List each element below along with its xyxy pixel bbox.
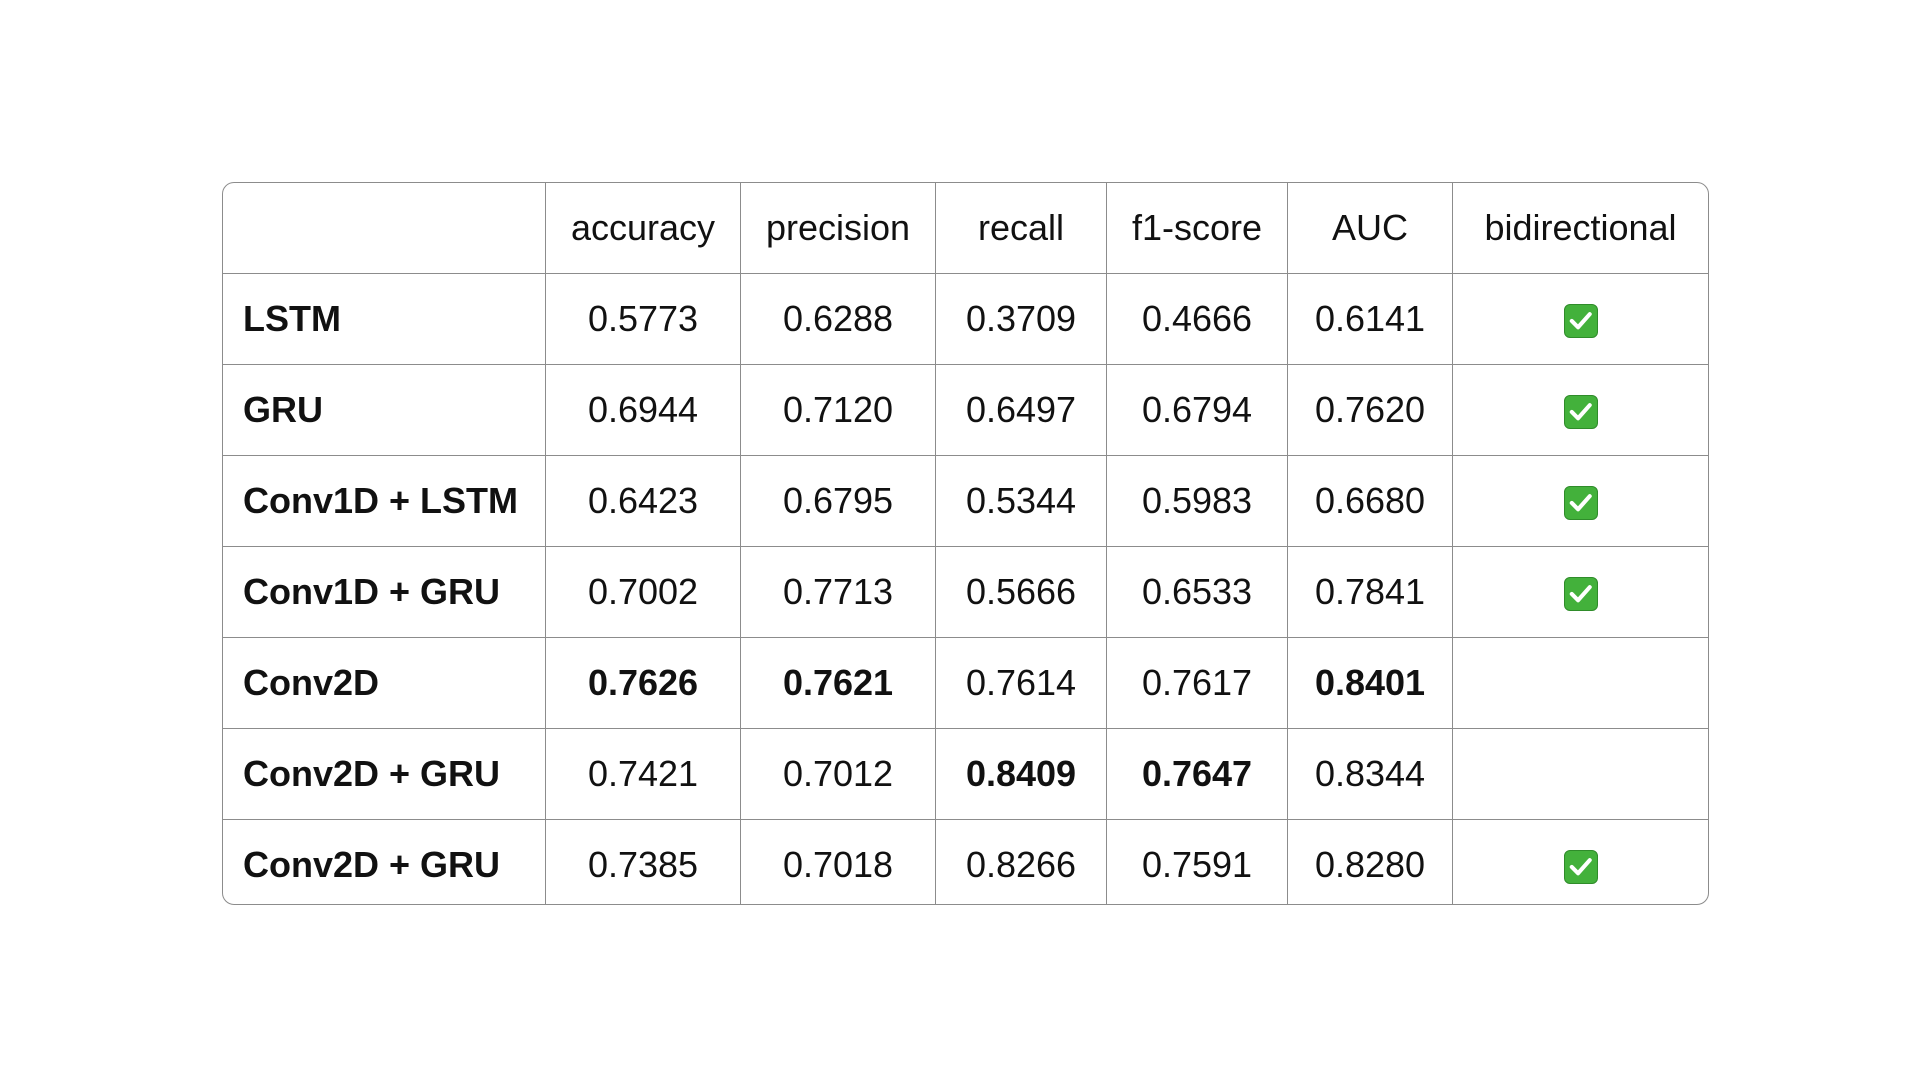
recall-cell: 0.6497 (935, 364, 1107, 456)
recall-cell: 0.3709 (935, 273, 1107, 365)
header-f1-score: f1-score (1106, 183, 1288, 274)
auc-cell: 0.8401 (1287, 637, 1453, 729)
check-mark-button-icon (1563, 395, 1598, 430)
auc-cell: 0.8280 (1287, 819, 1453, 904)
precision-cell: 0.6288 (740, 273, 936, 365)
model-name-cell: Conv2D + GRU (223, 728, 546, 820)
check-mark-button-icon (1563, 577, 1598, 612)
precision-cell: 0.7018 (740, 819, 936, 904)
auc-cell: 0.8344 (1287, 728, 1453, 820)
auc-cell: 0.7620 (1287, 364, 1453, 456)
auc-cell: 0.6680 (1287, 455, 1453, 547)
model-name-cell: LSTM (223, 273, 546, 365)
precision-cell: 0.7621 (740, 637, 936, 729)
header-recall: recall (935, 183, 1107, 274)
accuracy-cell: 0.7626 (545, 637, 741, 729)
accuracy-cell: 0.7421 (545, 728, 741, 820)
accuracy-cell: 0.5773 (545, 273, 741, 365)
recall-cell: 0.7614 (935, 637, 1107, 729)
precision-cell: 0.7012 (740, 728, 936, 820)
header-auc: AUC (1287, 183, 1453, 274)
model-name-cell: GRU (223, 364, 546, 456)
recall-cell: 0.5344 (935, 455, 1107, 547)
table-row: Conv2D 0.7626 0.7621 0.7614 0.7617 0.8401 (223, 637, 1708, 729)
results-table: accuracy precision recall f1-score AUC b… (223, 183, 1709, 905)
auc-cell: 0.7841 (1287, 546, 1453, 638)
table-row: Conv1D + LSTM 0.6423 0.6795 0.5344 0.5983 0.6… (223, 455, 1708, 547)
header-precision: precision (740, 183, 936, 274)
table-row: LSTM 0.5773 0.6288 0.3709 0.4666 0.6141 (223, 273, 1708, 365)
table-row: Conv2D + GRU 0.7421 0.7012 0.8409 0.7647 0.83… (223, 728, 1708, 820)
bidirectional-cell (1452, 546, 1708, 638)
check-mark-button-icon (1563, 304, 1598, 339)
accuracy-cell: 0.7385 (545, 819, 741, 904)
header-accuracy: accuracy (545, 183, 741, 274)
header-bidirectional: bidirectional (1452, 183, 1708, 274)
auc-cell: 0.6141 (1287, 273, 1453, 365)
model-name-cell: Conv1D + GRU (223, 546, 546, 638)
f1-score-cell: 0.5983 (1106, 455, 1288, 547)
check-mark-button-icon (1563, 850, 1598, 885)
f1-score-cell: 0.4666 (1106, 273, 1288, 365)
header-model (223, 183, 546, 274)
results-table-container: accuracy precision recall f1-score AUC b… (222, 182, 1709, 905)
table-row: GRU 0.6944 0.7120 0.6497 0.6794 0.7620 (223, 364, 1708, 456)
bidirectional-cell (1452, 364, 1708, 456)
bidirectional-cell (1452, 728, 1708, 820)
bidirectional-cell (1452, 455, 1708, 547)
table-row: Conv1D + GRU 0.7002 0.7713 0.5666 0.6533 0.78… (223, 546, 1708, 638)
f1-score-cell: 0.6533 (1106, 546, 1288, 638)
model-name-cell: Conv2D + GRU (223, 819, 546, 904)
bidirectional-cell (1452, 637, 1708, 729)
model-name-cell: Conv2D (223, 637, 546, 729)
accuracy-cell: 0.6944 (545, 364, 741, 456)
recall-cell: 0.8266 (935, 819, 1107, 904)
accuracy-cell: 0.6423 (545, 455, 741, 547)
recall-cell: 0.8409 (935, 728, 1107, 820)
table-row: Conv2D + GRU 0.7385 0.7018 0.8266 0.7591 0.82… (223, 819, 1709, 905)
bidirectional-cell (1453, 820, 1709, 905)
f1-score-cell: 0.6794 (1106, 364, 1288, 456)
f1-score-cell: 0.7617 (1106, 637, 1288, 729)
precision-cell: 0.7120 (740, 364, 936, 456)
check-mark-button-icon (1563, 486, 1598, 521)
precision-cell: 0.6795 (740, 455, 936, 547)
accuracy-cell: 0.7002 (545, 546, 741, 638)
precision-cell: 0.7713 (740, 546, 936, 638)
f1-score-cell: 0.7591 (1106, 819, 1288, 904)
bidirectional-cell (1452, 273, 1708, 365)
recall-cell: 0.5666 (935, 546, 1107, 638)
table-body: LSTM 0.5773 0.6288 0.3709 0.4666 0.6141 GRU 0.6… (223, 273, 1709, 905)
f1-score-cell: 0.7647 (1106, 728, 1288, 820)
header-row: accuracy precision recall f1-score AUC b… (223, 183, 1708, 274)
model-name-cell: Conv1D + LSTM (223, 455, 546, 547)
